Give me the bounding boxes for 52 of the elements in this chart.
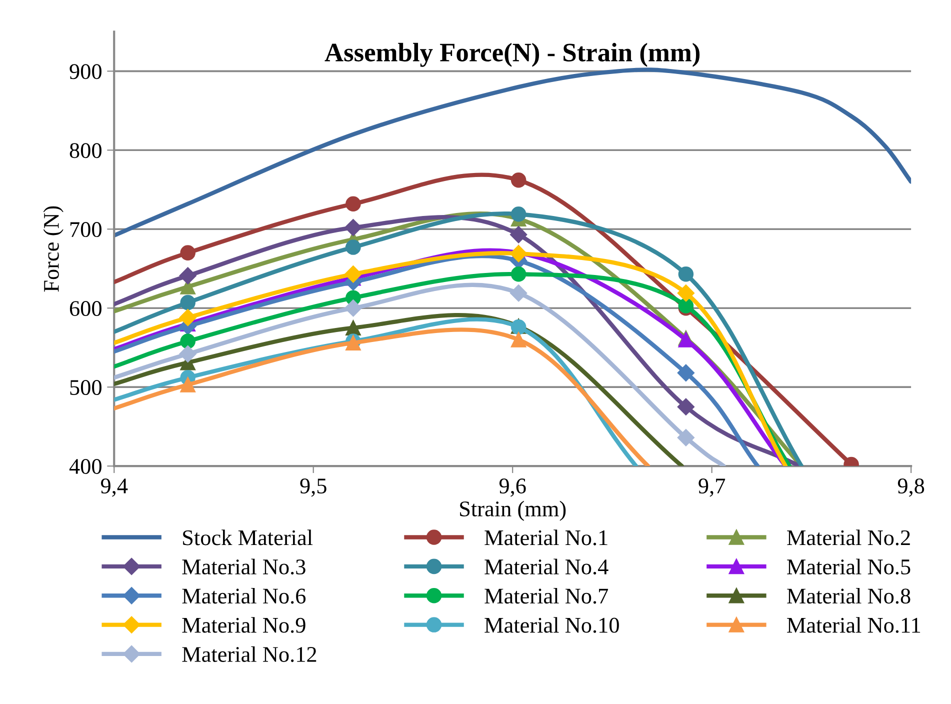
point xyxy=(180,377,196,392)
legend-label: Material No.1 xyxy=(484,530,608,546)
chart-title: Assembly Force(N) - Strain (mm) xyxy=(324,42,700,67)
y-axis-title: Force (N) xyxy=(43,206,64,292)
legend-label: Stock Material xyxy=(183,530,313,546)
legend-label: Material No.7 xyxy=(484,588,608,604)
point xyxy=(180,334,196,349)
point xyxy=(179,345,196,362)
legend-label: Material No.3 xyxy=(182,558,306,575)
point xyxy=(510,266,526,282)
y-tick-label: 900 xyxy=(70,64,102,80)
legend-label: Material No.4 xyxy=(484,558,608,575)
point xyxy=(344,218,362,236)
point xyxy=(677,398,694,416)
point xyxy=(510,284,528,302)
y-tick-label: 400 xyxy=(69,458,102,474)
y-tick-label: 500 xyxy=(70,380,102,395)
point xyxy=(678,332,694,348)
point xyxy=(179,267,196,284)
legend-label: Material No.12 xyxy=(182,646,316,662)
point xyxy=(510,226,528,244)
point xyxy=(344,300,362,317)
point xyxy=(180,294,196,310)
point xyxy=(510,332,526,348)
legend-label: Material No.11 xyxy=(787,617,920,633)
y-tick-label: 600 xyxy=(70,301,102,316)
point xyxy=(510,172,526,188)
point xyxy=(510,206,526,222)
legend-label: Material No.6 xyxy=(182,588,306,604)
legend-label: Material No.8 xyxy=(787,588,910,604)
point xyxy=(677,429,694,446)
point xyxy=(346,196,361,212)
x-tick-label: 9,8 xyxy=(898,478,924,497)
point xyxy=(678,266,694,282)
x-tick-label: 9,4 xyxy=(100,478,128,497)
point xyxy=(179,309,196,326)
y-tick-label: 800 xyxy=(70,143,102,158)
x-tick-label: 9,7 xyxy=(698,478,726,497)
legend-label: Material No.9 xyxy=(182,617,306,633)
legend-label: Material No.10 xyxy=(484,617,619,633)
point xyxy=(344,266,362,283)
legend-label: Material No.5 xyxy=(787,558,910,575)
point xyxy=(677,364,694,382)
x-axis-title: Strain (mm) xyxy=(460,500,566,521)
point xyxy=(677,284,694,302)
y-tick-label: 700 xyxy=(70,222,102,238)
x-tick-label: 9,6 xyxy=(499,478,526,497)
point xyxy=(346,240,361,255)
legend-label: Material No.2 xyxy=(787,530,910,546)
point xyxy=(346,320,361,336)
point xyxy=(180,245,196,260)
x-tick-label: 9,5 xyxy=(300,478,326,497)
